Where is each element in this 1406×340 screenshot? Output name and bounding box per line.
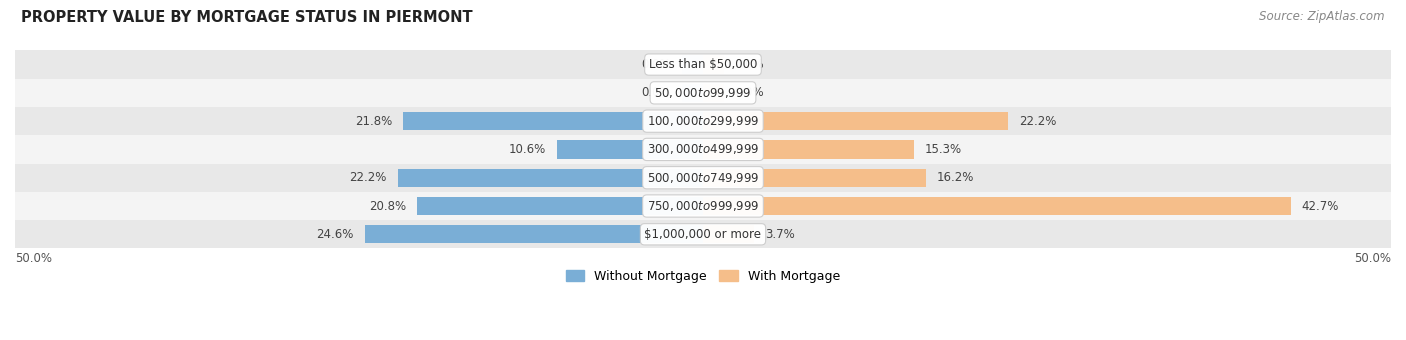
Text: 21.8%: 21.8% xyxy=(354,115,392,128)
Text: $500,000 to $749,999: $500,000 to $749,999 xyxy=(647,171,759,185)
Legend: Without Mortgage, With Mortgage: Without Mortgage, With Mortgage xyxy=(561,265,845,288)
Bar xyxy=(557,140,703,159)
Text: 22.2%: 22.2% xyxy=(1019,115,1057,128)
Bar xyxy=(703,84,724,102)
Bar xyxy=(15,79,1391,107)
Bar xyxy=(15,192,1391,220)
Bar xyxy=(15,50,1391,79)
Bar xyxy=(703,112,1008,130)
Text: Less than $50,000: Less than $50,000 xyxy=(648,58,758,71)
Text: 50.0%: 50.0% xyxy=(15,252,52,265)
Bar xyxy=(703,169,927,187)
Text: $1,000,000 or more: $1,000,000 or more xyxy=(644,228,762,241)
Text: 15.3%: 15.3% xyxy=(925,143,962,156)
Text: 3.7%: 3.7% xyxy=(765,228,794,241)
Text: $300,000 to $499,999: $300,000 to $499,999 xyxy=(647,142,759,156)
Text: 24.6%: 24.6% xyxy=(316,228,353,241)
Bar xyxy=(703,197,1291,215)
Bar xyxy=(682,84,703,102)
Bar xyxy=(703,140,914,159)
Text: 20.8%: 20.8% xyxy=(368,200,406,212)
Bar xyxy=(404,112,703,130)
Bar xyxy=(398,169,703,187)
Text: 16.2%: 16.2% xyxy=(936,171,974,184)
Text: 50.0%: 50.0% xyxy=(1354,252,1391,265)
Text: 0.0%: 0.0% xyxy=(735,86,765,99)
Text: 10.6%: 10.6% xyxy=(509,143,546,156)
Bar xyxy=(416,197,703,215)
Bar xyxy=(15,107,1391,135)
Bar xyxy=(15,220,1391,249)
Bar xyxy=(703,225,754,243)
Text: $50,000 to $99,999: $50,000 to $99,999 xyxy=(654,86,752,100)
Text: 0.0%: 0.0% xyxy=(641,86,671,99)
Bar xyxy=(682,55,703,74)
Bar xyxy=(364,225,703,243)
Bar xyxy=(15,164,1391,192)
Text: $100,000 to $299,999: $100,000 to $299,999 xyxy=(647,114,759,128)
Text: 0.0%: 0.0% xyxy=(641,58,671,71)
Text: $750,000 to $999,999: $750,000 to $999,999 xyxy=(647,199,759,213)
Bar xyxy=(15,135,1391,164)
Bar xyxy=(703,55,724,74)
Text: 0.0%: 0.0% xyxy=(735,58,765,71)
Text: 42.7%: 42.7% xyxy=(1302,200,1339,212)
Text: 22.2%: 22.2% xyxy=(349,171,387,184)
Text: PROPERTY VALUE BY MORTGAGE STATUS IN PIERMONT: PROPERTY VALUE BY MORTGAGE STATUS IN PIE… xyxy=(21,10,472,25)
Text: Source: ZipAtlas.com: Source: ZipAtlas.com xyxy=(1260,10,1385,23)
